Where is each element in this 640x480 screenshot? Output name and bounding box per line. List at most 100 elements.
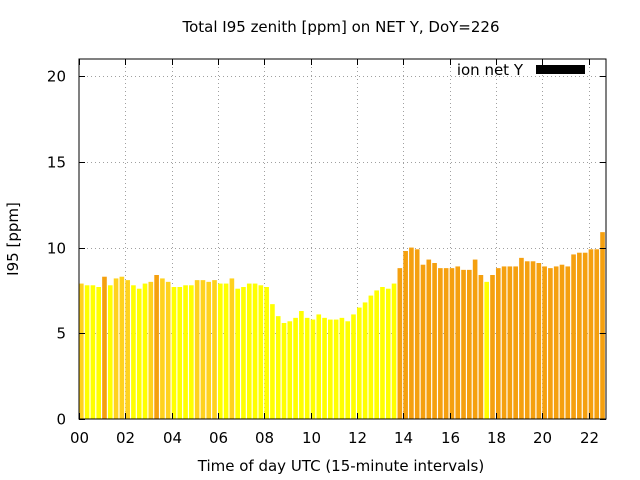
bar [426, 259, 432, 419]
y-tick-label: 20 [47, 68, 66, 86]
bar [449, 268, 455, 419]
bar [154, 275, 159, 419]
bar [84, 285, 90, 419]
bar [299, 311, 304, 419]
y-tick-label: 5 [56, 325, 66, 343]
bar [461, 269, 466, 419]
bar [513, 266, 518, 419]
bar [148, 281, 154, 419]
x-tick-label: 20 [533, 429, 552, 447]
bar [536, 263, 542, 419]
bar [588, 249, 594, 419]
bar [507, 266, 513, 419]
x-axis-label: Time of day UTC (15-minute intervals) [197, 457, 484, 475]
bar [270, 304, 275, 419]
bar [160, 278, 165, 419]
bar [246, 283, 252, 419]
bar [235, 288, 240, 419]
bar [142, 283, 148, 419]
bar [200, 280, 206, 419]
bar [304, 317, 310, 419]
bar [490, 275, 495, 419]
bar [414, 249, 420, 419]
bar [183, 285, 188, 419]
y-tick-label: 0 [56, 411, 66, 429]
bar [287, 321, 293, 419]
bar [165, 281, 171, 419]
bar [391, 283, 397, 419]
x-tick-label: 04 [163, 429, 182, 447]
bar [403, 251, 408, 419]
y-axis-label: I95 [ppm] [4, 202, 22, 276]
bar [467, 269, 472, 419]
bar [553, 266, 559, 419]
bar [374, 290, 379, 419]
bar [356, 307, 362, 419]
bar [443, 268, 449, 419]
bar [293, 317, 298, 419]
y-tick-label: 10 [47, 240, 66, 258]
bar [79, 283, 84, 419]
bar [136, 288, 142, 419]
bar [368, 295, 374, 419]
x-tick-label: 14 [394, 429, 413, 447]
bar [328, 319, 333, 419]
bar [322, 317, 327, 419]
bar [432, 263, 437, 419]
bar [559, 264, 565, 419]
bar [102, 276, 107, 419]
legend-swatch [536, 65, 585, 74]
bars [79, 232, 605, 419]
bar [252, 283, 258, 419]
bar [310, 319, 316, 419]
bar [339, 317, 345, 419]
bar [258, 285, 264, 419]
bar [438, 268, 443, 419]
bar [206, 281, 212, 419]
bar [194, 280, 200, 419]
bar [223, 283, 229, 419]
bar [90, 285, 96, 419]
x-tick-label: 00 [70, 429, 89, 447]
bar [275, 316, 281, 419]
bar [548, 268, 553, 419]
bar [565, 266, 571, 419]
bar [524, 261, 530, 419]
bar [345, 321, 351, 419]
legend: ion net Y [457, 61, 585, 79]
bar [472, 259, 478, 419]
bar [125, 280, 130, 419]
x-tick-label: 16 [441, 429, 460, 447]
bar [212, 280, 217, 419]
bar [582, 252, 588, 419]
legend-label: ion net Y [457, 61, 524, 79]
x-tick-label: 06 [209, 429, 228, 447]
y-tick-label: 15 [47, 154, 66, 172]
bar [177, 287, 183, 419]
bar [264, 287, 269, 419]
bar [380, 287, 385, 419]
x-tick-label: 12 [348, 429, 367, 447]
bar [131, 285, 136, 419]
bar [484, 281, 490, 419]
bar [113, 278, 119, 419]
ticks: 0 5 10 15 20 00 02 04 06 08 10 12 14 16 18 20 22 [47, 59, 606, 447]
bar [501, 266, 507, 419]
bar [119, 276, 125, 419]
bar [229, 278, 235, 419]
bar [600, 232, 605, 419]
bar [217, 283, 223, 419]
bar [362, 302, 368, 419]
x-tick-label: 08 [255, 429, 274, 447]
bar [107, 285, 113, 419]
x-tick-label: 02 [116, 429, 135, 447]
bar [189, 285, 194, 419]
x-tick-label: 22 [580, 429, 599, 447]
bar [316, 314, 322, 419]
plot-frame [78, 58, 607, 420]
bar [333, 319, 339, 419]
bar [351, 314, 356, 419]
chart-title: Total I95 zenith [ppm] on NET Y, DoY=226 [181, 18, 499, 36]
bar [409, 247, 414, 419]
